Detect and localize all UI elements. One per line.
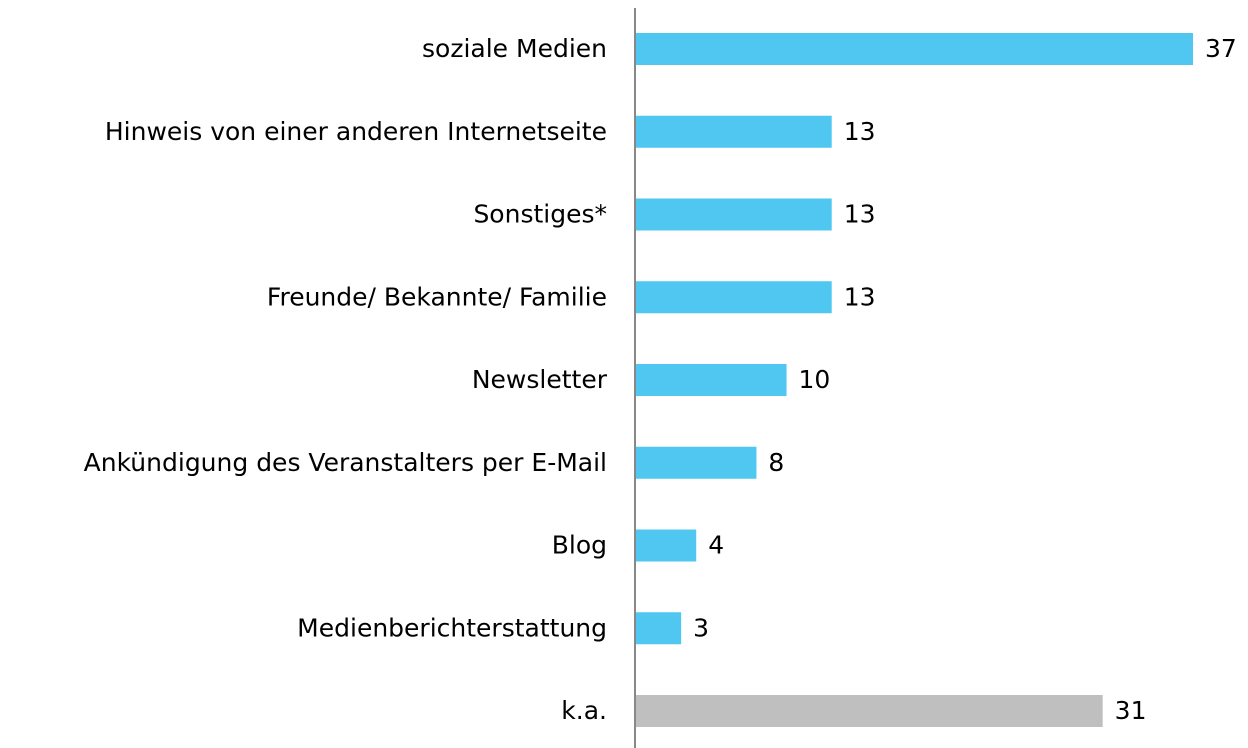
bar: [636, 115, 832, 148]
value-label: 13: [844, 200, 876, 229]
category-label: Hinweis von einer anderen Internetseite: [105, 117, 607, 146]
value-label: 31: [1115, 696, 1147, 725]
bar: [636, 364, 787, 396]
category-label: Ankündigung des Veranstalters per E-Mail: [84, 448, 607, 477]
category-label: Sonstiges*: [473, 200, 607, 229]
bar: [636, 529, 697, 562]
bar: [636, 198, 832, 231]
value-label: 10: [799, 365, 831, 394]
value-label: 13: [844, 282, 876, 311]
value-label: 13: [844, 117, 876, 146]
value-label: 4: [708, 531, 724, 560]
bar: [636, 446, 757, 479]
value-label: 37: [1205, 34, 1237, 63]
category-label: Medienberichterstattung: [297, 613, 607, 642]
category-label: k.a.: [561, 696, 607, 725]
value-label: 8: [768, 448, 784, 477]
category-label: soziale Medien: [422, 34, 607, 63]
bar: [636, 612, 682, 645]
bar: [636, 33, 1193, 65]
category-label: Blog: [552, 531, 607, 560]
category-label: Newsletter: [472, 365, 608, 394]
bar: [636, 695, 1103, 727]
bar: [636, 281, 832, 314]
value-label: 3: [693, 613, 709, 642]
category-label: Freunde/ Bekannte/ Familie: [267, 282, 607, 311]
